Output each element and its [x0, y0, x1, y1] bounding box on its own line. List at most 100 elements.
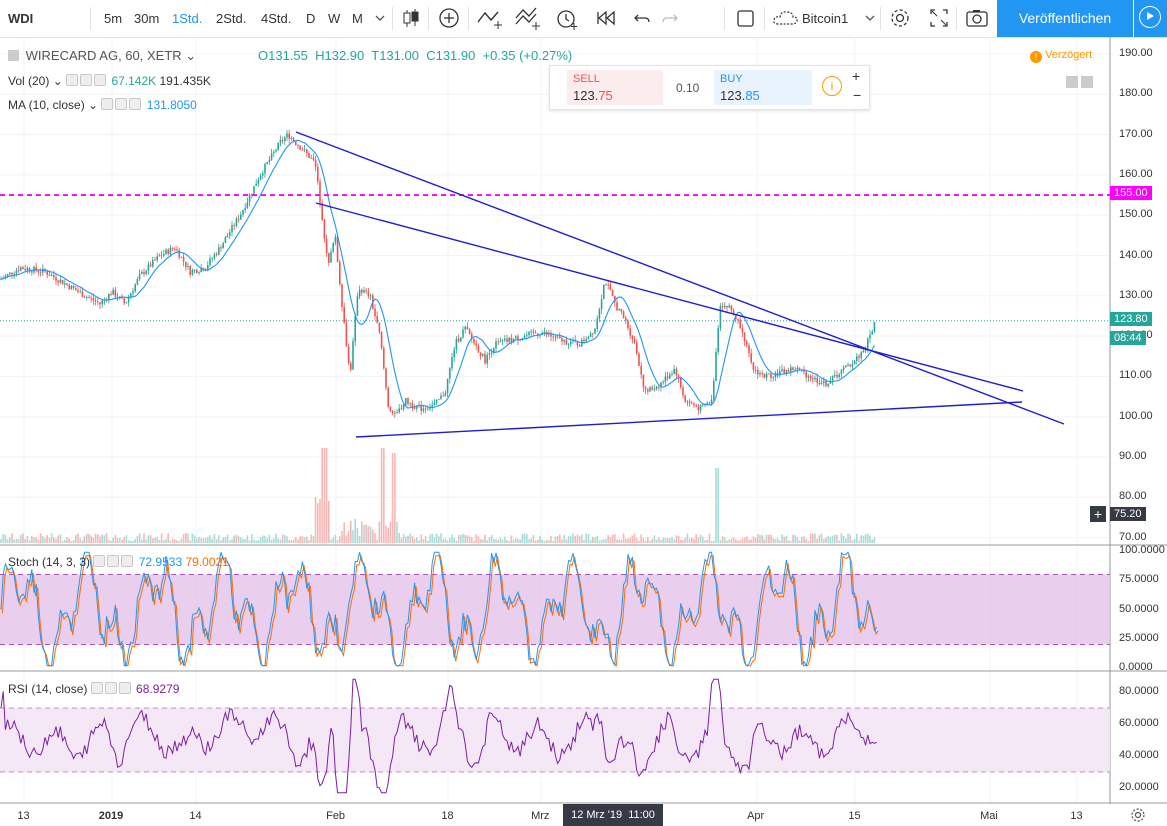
candle-body: [295, 141, 297, 145]
candle-body: [528, 332, 530, 336]
price-axis-tick: 130.00: [1119, 288, 1153, 301]
candle-body: [215, 254, 218, 256]
interval-day[interactable]: D: [306, 11, 316, 26]
volume-bar: [165, 539, 167, 543]
settings-icon[interactable]: [115, 98, 128, 110]
eye-icon[interactable]: [101, 98, 114, 110]
stoch-label[interactable]: Stoch (14, 3, 3): [8, 555, 91, 569]
replay-icon[interactable]: [594, 0, 618, 37]
interval-5m[interactable]: 5m: [104, 11, 123, 26]
compare-icon[interactable]: [438, 0, 460, 37]
volume-label[interactable]: Vol (20): [8, 74, 50, 88]
volume-bar: [638, 540, 640, 543]
volume-bar: [757, 534, 759, 543]
candle-body: [739, 319, 741, 329]
eye-icon[interactable]: [66, 74, 79, 86]
eye-icon[interactable]: [90, 682, 103, 694]
sell-button[interactable]: SELL 123.75: [567, 70, 663, 105]
interval-4h[interactable]: 4Std.: [261, 11, 292, 26]
layout-dropdown-icon[interactable]: [864, 0, 876, 37]
candle-body: [200, 268, 202, 273]
volume-bar: [44, 538, 46, 543]
interval-2h[interactable]: 2Std.: [216, 11, 247, 26]
volume-bar: [130, 540, 132, 543]
volume-bar: [112, 537, 114, 543]
quantity-minus-button[interactable]: −: [853, 87, 862, 103]
candle-body: [262, 173, 264, 176]
time-axis-tick: 14: [189, 810, 202, 822]
interval-month[interactable]: M: [352, 11, 363, 26]
candle-body: [534, 332, 537, 334]
rsi-axis-tick: 60.0000: [1119, 717, 1159, 729]
redo-icon[interactable]: [660, 0, 680, 37]
layout-name[interactable]: Bitcoin1: [802, 11, 849, 26]
interval-dropdown-icon[interactable]: [374, 0, 386, 37]
symbol-dropdown-icon[interactable]: ⌄: [181, 48, 197, 63]
candle-body: [765, 373, 768, 378]
candle-body: [515, 336, 517, 339]
indicators-icon[interactable]: [476, 0, 504, 37]
cloud-icon[interactable]: [772, 0, 800, 37]
volume-bar: [737, 540, 739, 543]
close-icon[interactable]: [118, 682, 131, 694]
volume-bar: [706, 539, 708, 543]
camera-icon[interactable]: [964, 0, 990, 37]
fullscreen-box-icon[interactable]: [736, 0, 756, 37]
volume-bar: [407, 535, 409, 543]
price-chart[interactable]: [0, 37, 1167, 826]
publish-play-icon[interactable]: [1134, 0, 1167, 37]
volume-bar: [341, 530, 343, 543]
ma-label[interactable]: MA (10, close): [8, 98, 85, 112]
settings-icon[interactable]: [80, 74, 93, 86]
volume-bar: [455, 540, 458, 543]
settings-gear-icon[interactable]: [888, 0, 912, 37]
candle-body: [279, 140, 282, 143]
chart-settings-gear-icon[interactable]: [1130, 807, 1146, 823]
settings-icon[interactable]: [107, 555, 120, 567]
maximize-icon[interactable]: [1081, 76, 1094, 88]
publish-button[interactable]: Veröffentlichen: [997, 0, 1133, 37]
volume-bar: [680, 540, 682, 543]
quantity-plus-button[interactable]: +: [852, 68, 861, 84]
candle-body: [453, 349, 455, 358]
eye-icon[interactable]: [93, 555, 106, 567]
buy-button[interactable]: BUY 123.85: [714, 70, 812, 105]
close-icon[interactable]: [94, 74, 107, 86]
templates-icon[interactable]: [514, 0, 542, 37]
settings-icon[interactable]: [104, 682, 117, 694]
volume-bar: [583, 539, 585, 543]
candle-body: [251, 193, 253, 195]
candle-style-icon[interactable]: [401, 0, 421, 37]
close-icon[interactable]: [121, 555, 134, 567]
volume-bar: [805, 539, 807, 543]
fullscreen-icon[interactable]: [928, 0, 950, 37]
undo-icon[interactable]: [632, 0, 652, 37]
crosshair-plus-icon[interactable]: +: [1090, 506, 1106, 522]
interval-week[interactable]: W: [328, 11, 341, 26]
close-icon[interactable]: [129, 98, 142, 110]
candle-body: [81, 291, 84, 297]
symbol-search[interactable]: WDI: [8, 11, 34, 26]
candle-body: [649, 387, 651, 392]
volume-bar: [596, 535, 598, 543]
rsi-label[interactable]: RSI (14, close): [8, 682, 88, 696]
candle-body: [83, 296, 86, 298]
volume-bar: [618, 539, 620, 543]
pane-collapse-buttons[interactable]: [1066, 76, 1096, 88]
dropdown-icon[interactable]: ⌄: [88, 98, 102, 112]
symbol-title[interactable]: WIRECARD AG, 60, XETR: [25, 48, 182, 63]
interval-30m[interactable]: 30m: [134, 11, 160, 26]
volume-bar: [350, 520, 352, 543]
candle-body: [675, 368, 678, 376]
candle-body: [4, 275, 7, 279]
candle-body: [66, 283, 68, 285]
candle-body: [508, 337, 510, 342]
alert-clock-icon[interactable]: [554, 0, 580, 37]
collapse-icon[interactable]: [1066, 76, 1078, 88]
candle-body: [259, 175, 262, 180]
dropdown-icon[interactable]: ⌄: [52, 74, 67, 88]
info-icon[interactable]: i: [822, 76, 842, 96]
interval-1h[interactable]: 1Std.: [172, 11, 203, 26]
volume-bar: [563, 535, 565, 543]
candle-body: [537, 333, 539, 335]
